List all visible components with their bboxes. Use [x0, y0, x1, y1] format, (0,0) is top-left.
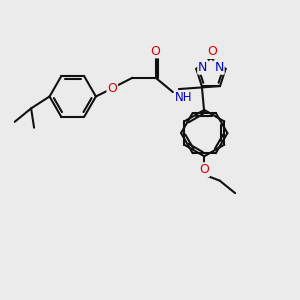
Text: N: N: [214, 61, 224, 74]
Text: N: N: [198, 61, 208, 74]
Text: O: O: [151, 44, 160, 58]
Text: O: O: [107, 82, 117, 95]
Text: O: O: [199, 163, 209, 176]
Text: O: O: [208, 45, 218, 58]
Text: NH: NH: [175, 92, 193, 104]
